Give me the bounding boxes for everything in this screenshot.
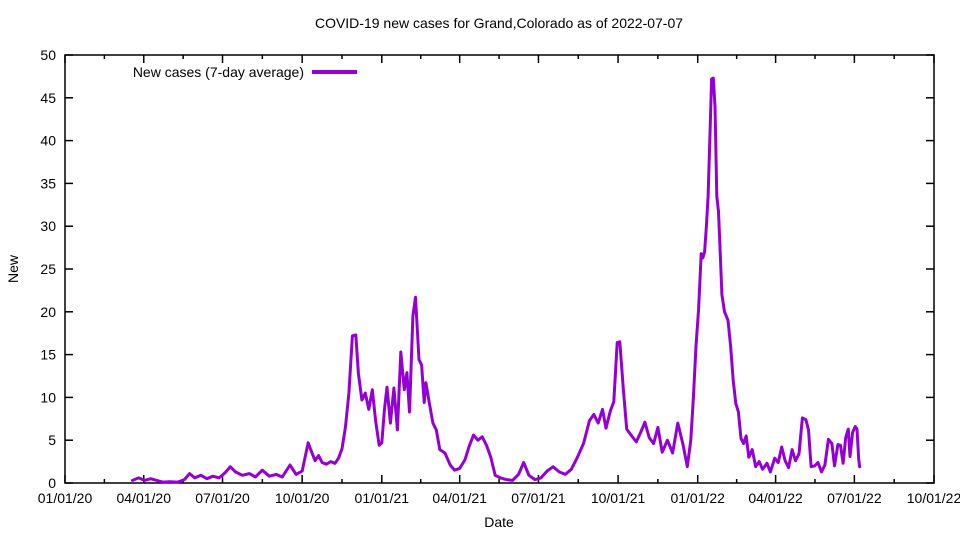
x-tick-label: 10/01/22 (907, 490, 960, 506)
y-tick-label: 25 (40, 261, 56, 277)
y-tick-label: 20 (40, 304, 56, 320)
y-tick-label: 50 (40, 47, 56, 63)
x-tick-label: 07/01/22 (827, 490, 882, 506)
y-tick-label: 15 (40, 347, 56, 363)
x-tick-label: 04/01/22 (748, 490, 803, 506)
x-tick-label: 01/01/20 (38, 490, 93, 506)
legend-label: New cases (7-day average) (133, 64, 304, 80)
y-axis-title: New (5, 254, 21, 283)
y-tick-label: 35 (40, 175, 56, 191)
series-line-new-cases (131, 76, 862, 484)
series-group (131, 76, 862, 484)
y-tick-label: 5 (48, 432, 56, 448)
y-tick-label: 40 (40, 133, 56, 149)
x-tick-label: 01/01/21 (355, 490, 410, 506)
x-tick-label: 01/01/22 (670, 490, 725, 506)
x-tick-label: 07/01/20 (195, 490, 250, 506)
y-tick-label: 10 (40, 389, 56, 405)
axis-tick-labels: 01/01/20 04/01/20 07/01/20 10/01/20 01/01/21… (38, 47, 960, 506)
x-tick-label: 04/01/20 (117, 490, 172, 506)
x-tick-label: 07/01/21 (511, 490, 566, 506)
y-tick-label: 0 (48, 475, 56, 491)
y-tick-label: 30 (40, 218, 56, 234)
x-tick-label: 10/01/20 (275, 490, 330, 506)
legend: New cases (7-day average) (133, 64, 357, 80)
x-axis-title: Date (484, 514, 514, 530)
x-tick-label: 04/01/21 (432, 490, 487, 506)
y-tick-label: 45 (40, 90, 56, 106)
x-tick-label: 10/01/21 (591, 490, 646, 506)
chart-title: COVID-19 new cases for Grand,Colorado as… (315, 15, 683, 31)
